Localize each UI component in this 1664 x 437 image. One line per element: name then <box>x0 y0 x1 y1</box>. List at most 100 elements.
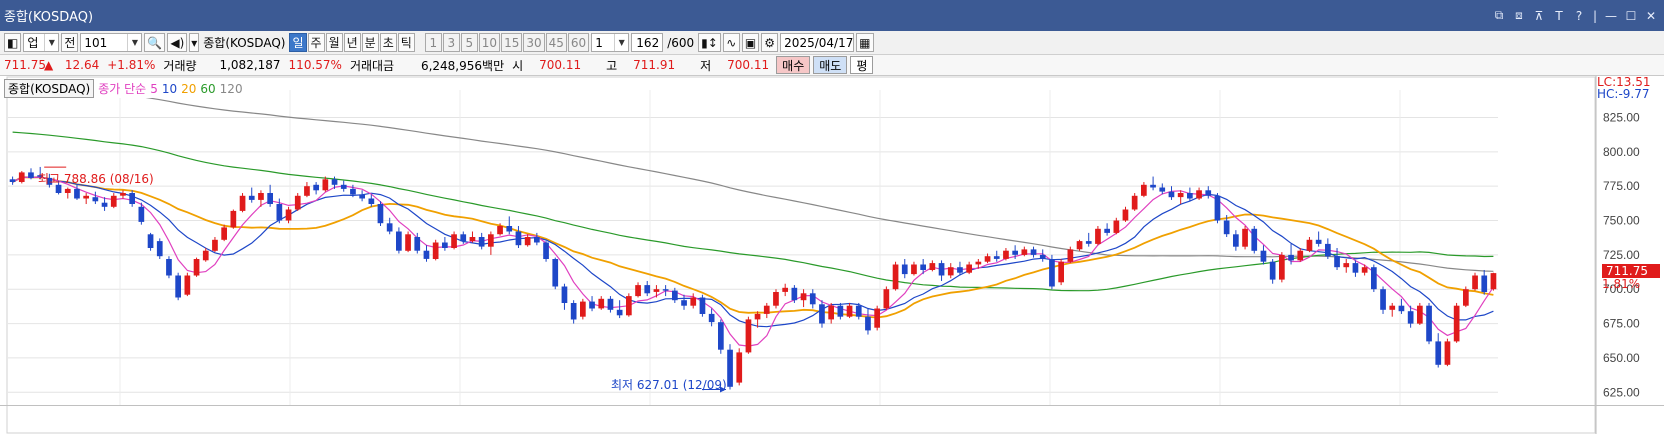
window-titlebar: 종합(KOSDAQ) ⧉ ⧈ ⊼ T ? | — ☐ ✕ <box>0 0 1664 31</box>
link-window-icon[interactable]: ⧈ <box>1515 8 1523 22</box>
count-select[interactable]: 1 ▼ <box>591 33 630 52</box>
save-icon[interactable]: ▣ <box>741 33 760 52</box>
prev-button[interactable]: 전 <box>61 33 79 52</box>
code-value: 101 <box>84 35 108 50</box>
candle-body <box>1242 228 1248 247</box>
price-chart[interactable]: 825.00 800.00 775.00 750.00 725.00 700.00 675.… <box>0 76 1664 434</box>
y-tick-label: 625.00 <box>1603 385 1640 399</box>
candle-body <box>368 198 375 204</box>
tab-period-4[interactable]: 분 <box>361 33 379 52</box>
speaker-dropdown-icon[interactable]: ▾ <box>189 33 200 52</box>
tab-minute-3[interactable]: 3 <box>442 33 460 52</box>
speaker-icon[interactable]: ◀) <box>167 33 188 52</box>
candle-body <box>1325 243 1331 257</box>
y-tick-label: 825.00 <box>1603 110 1640 124</box>
candle-body <box>929 263 936 270</box>
candle-body <box>129 193 135 204</box>
lc-value: LC:13.51 <box>1597 75 1651 89</box>
candle-body <box>1233 234 1239 247</box>
candle-body <box>1490 273 1497 290</box>
candle-body <box>957 267 963 273</box>
candle-body <box>1417 305 1423 324</box>
tab-minute-15[interactable]: 15 <box>501 33 523 52</box>
close-icon[interactable]: ✕ <box>1645 8 1657 23</box>
search-icon[interactable]: 🔍 <box>144 33 166 52</box>
flat-button[interactable]: 평 <box>850 56 874 74</box>
sell-button[interactable]: 매도 <box>813 56 848 74</box>
candle-body <box>1131 195 1138 210</box>
candle-body <box>248 195 255 200</box>
candle-body <box>294 195 301 210</box>
tab-minute-45[interactable]: 45 <box>545 33 567 52</box>
candle-body <box>1306 239 1313 251</box>
view-count-input[interactable]: 162 <box>631 33 664 52</box>
candlestick-chart-svg[interactable]: 825.00 800.00 775.00 750.00 725.00 700.00 675.… <box>0 76 1664 434</box>
legend-ma20: 20 <box>181 81 197 96</box>
buy-button[interactable]: 매수 <box>776 56 811 74</box>
legend-ma60: 60 <box>200 81 216 96</box>
candle-body <box>672 290 678 301</box>
volume-label: 거래량 <box>163 58 197 73</box>
calendar-icon[interactable]: ▦ <box>856 33 874 52</box>
high-annotation: 최고 788.86 (08/16) <box>38 172 154 186</box>
candle-body <box>543 242 549 259</box>
tab-minute-60[interactable]: 60 <box>567 33 590 52</box>
hc-value: HC:-9.77 <box>1597 87 1650 101</box>
candle-body <box>534 237 540 243</box>
chevron-down-icon: ▼ <box>44 34 58 51</box>
candle-body <box>350 188 356 195</box>
legend-ma10: 10 <box>161 81 178 96</box>
last-percent-tag: 1.81% <box>1602 277 1641 291</box>
candle-body <box>239 195 246 211</box>
restore-window-icon[interactable]: ⧉ <box>1494 8 1504 22</box>
tab-period-0[interactable]: 일 <box>289 33 307 52</box>
candle-body <box>865 316 871 331</box>
low-label: 저 <box>700 58 712 73</box>
ma60-line <box>12 131 1494 292</box>
date-field[interactable]: 2025/04/17 <box>780 33 855 52</box>
candle-body <box>800 293 807 301</box>
tab-period-2[interactable]: 월 <box>325 33 343 52</box>
tab-period-6[interactable]: 틱 <box>397 33 415 52</box>
legend-ma5: 5 <box>150 81 158 96</box>
candle-body <box>1297 250 1304 261</box>
tab-period-5[interactable]: 초 <box>379 33 397 52</box>
minimize-icon[interactable]: — <box>1605 8 1617 23</box>
help-icon[interactable]: ? <box>1575 8 1583 23</box>
code-input[interactable]: 101 ▼ <box>80 33 143 52</box>
gear-icon[interactable]: ⚙ <box>761 33 779 52</box>
font-size-icon[interactable]: T <box>1555 8 1563 23</box>
tab-minute-1[interactable]: 1 <box>424 33 442 52</box>
candle-body <box>377 204 384 224</box>
tab-period-3[interactable]: 년 <box>343 33 361 52</box>
candle-body <box>993 256 1000 259</box>
maximize-icon[interactable]: ☐ <box>1625 8 1637 23</box>
layout-toggle-icon[interactable]: ◧ <box>4 33 22 52</box>
sector-select[interactable]: 업 ▼ <box>23 33 60 52</box>
ma10-line <box>12 176 1494 328</box>
tab-minute-30[interactable]: 30 <box>523 33 545 52</box>
indicator-icon[interactable]: ▮↕ <box>698 33 721 52</box>
trend-tool-icon[interactable]: ∿ <box>722 33 740 52</box>
candle-body <box>1095 228 1101 244</box>
candle-body <box>598 298 605 309</box>
candle-body <box>478 237 485 247</box>
lower-pane-divider <box>0 405 1664 410</box>
plot-frame <box>6 76 1596 434</box>
candle-body <box>561 286 568 303</box>
candle-body <box>1251 228 1258 251</box>
tab-minute-5[interactable]: 5 <box>460 33 478 52</box>
pin-icon[interactable]: ⊼ <box>1534 8 1544 23</box>
tab-period-1[interactable]: 주 <box>307 33 325 52</box>
candle-body <box>451 234 457 248</box>
candle-body <box>1463 289 1469 306</box>
legend-instrument[interactable]: 종합(KOSDAQ) <box>4 79 95 98</box>
candle-body <box>616 309 623 316</box>
candle-body <box>156 241 163 257</box>
window-title: 종합(KOSDAQ) <box>4 10 94 25</box>
candle-body <box>28 172 34 178</box>
date-value: 2025/04/17 <box>784 35 854 50</box>
tab-minute-10[interactable]: 10 <box>478 33 501 52</box>
